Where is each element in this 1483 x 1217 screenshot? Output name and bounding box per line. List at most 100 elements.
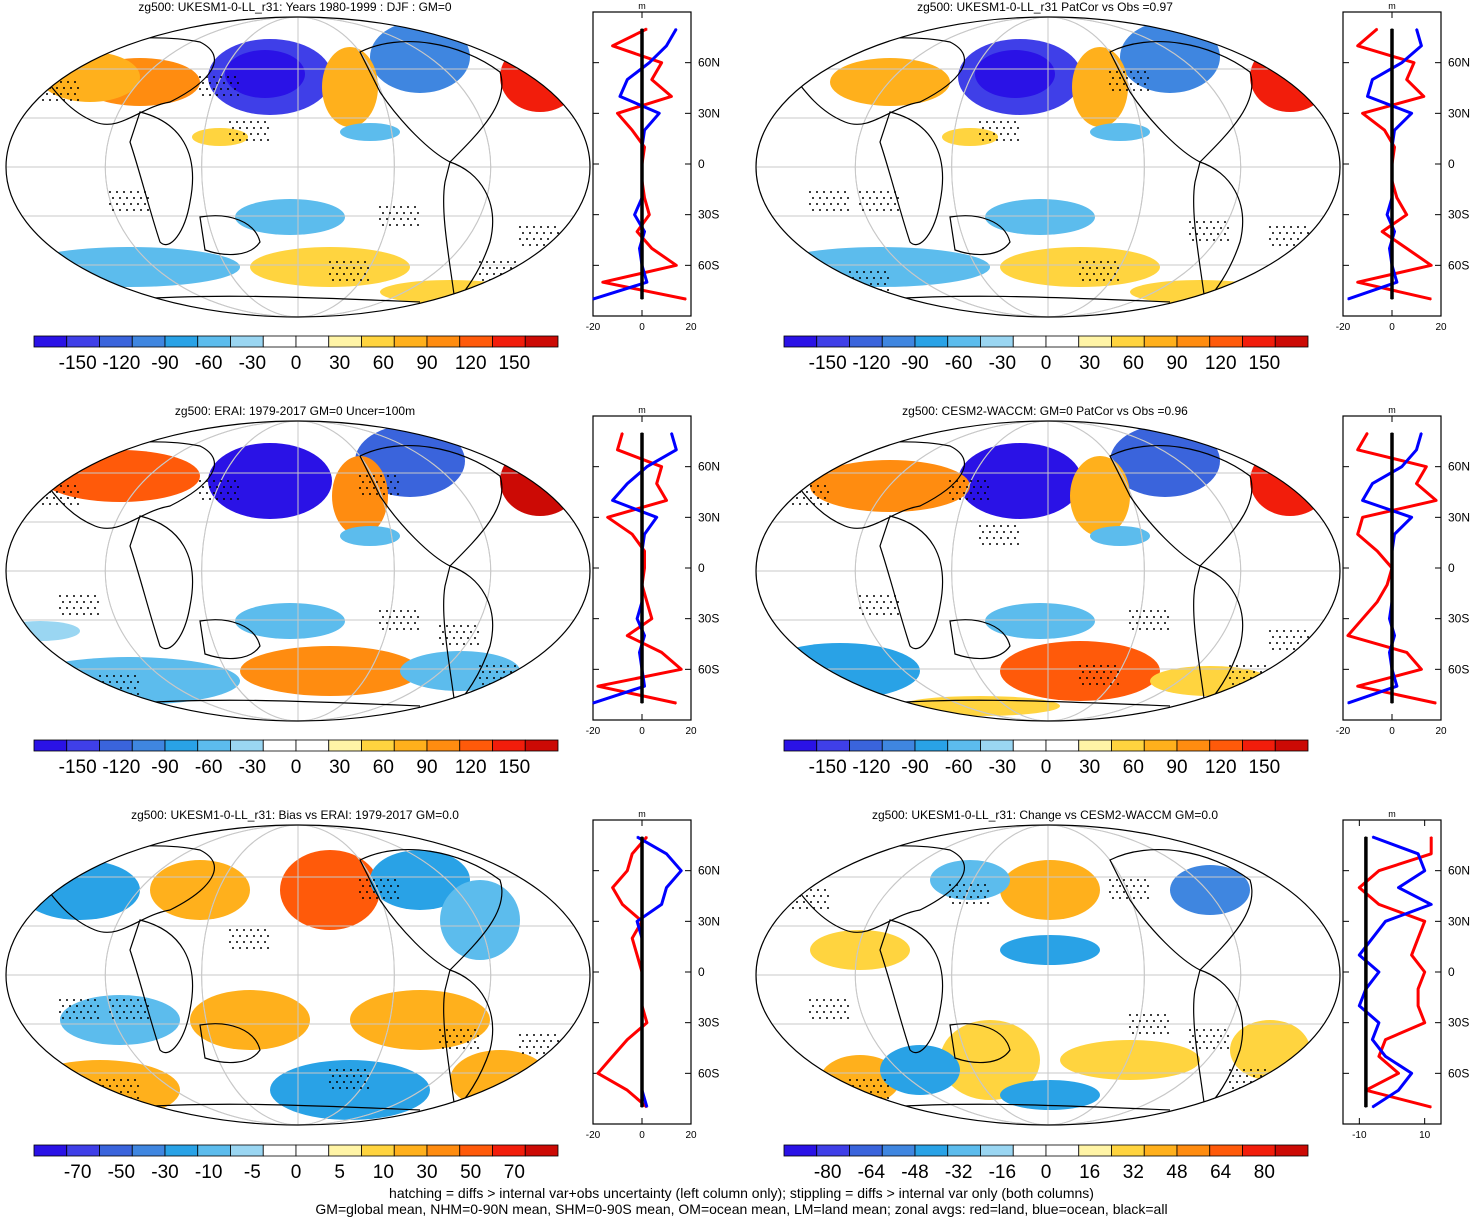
colorbar-swatch: [1209, 1144, 1243, 1157]
stipple-dot: [1150, 622, 1152, 624]
profile-point-ocean: [1401, 62, 1403, 64]
stipple-dot: [816, 203, 818, 205]
stipple-dot: [1260, 1075, 1262, 1077]
profile-point-land: [1357, 281, 1359, 283]
stipple-dot: [329, 1069, 331, 1071]
stipple-dot: [1116, 891, 1118, 893]
stipple-dot: [243, 941, 245, 943]
stipple-dot: [1206, 1047, 1208, 1049]
panel-6: zg500: UKESM1-0-LL_r31: Change vs CESM2-…: [750, 800, 1483, 1190]
stipple-dot: [809, 191, 811, 193]
stipple-dot: [382, 212, 384, 214]
colorbar-label: 60: [373, 757, 394, 778]
stipple-dot: [984, 896, 986, 898]
colorbar-swatch: [1111, 739, 1145, 752]
stipple-dot: [403, 628, 405, 630]
profile-point-ocean: [1393, 230, 1396, 233]
stipple-dot: [373, 487, 375, 489]
profile-point-all: [641, 853, 643, 855]
stipple-dot: [220, 88, 222, 90]
stipple-dot: [529, 1052, 531, 1054]
stipple-dot: [870, 1091, 872, 1093]
stipple-dot: [400, 206, 402, 208]
profile-point-land: [1357, 45, 1359, 47]
stipple-dot: [367, 279, 369, 281]
stipple-dot: [353, 267, 355, 269]
profile-point-ocean: [643, 685, 646, 687]
colorbar-label: -60: [945, 353, 972, 374]
stipple-dot: [387, 487, 389, 489]
profile-point-ocean: [1420, 432, 1422, 434]
stipple-dot: [332, 279, 334, 281]
stipple-dot: [812, 1017, 814, 1019]
stipple-dot: [1146, 616, 1148, 618]
stipple-dot: [514, 677, 516, 679]
stipple-dot: [1297, 630, 1299, 632]
stipple-dot: [859, 595, 861, 597]
profile-point-land: [1435, 499, 1437, 502]
profile-point-all: [1365, 1072, 1367, 1074]
stipple-dot: [1229, 1081, 1231, 1083]
stipple-dot: [134, 1091, 136, 1093]
stipple-dot: [890, 209, 892, 211]
stipple-dot: [59, 1011, 61, 1013]
stipple-dot: [113, 1079, 115, 1081]
stipple-dot: [390, 885, 392, 887]
stipple-dot: [1133, 89, 1135, 91]
stipple-dot: [803, 497, 805, 499]
stipple-dot: [236, 929, 238, 931]
stipple-dot: [866, 289, 868, 291]
stipple-dot: [540, 226, 542, 228]
stipple-dot: [343, 1069, 345, 1071]
stipple-dot: [336, 273, 338, 275]
stipple-dot: [486, 677, 488, 679]
profile-point-ocean: [646, 281, 648, 283]
stipple-dot: [229, 133, 231, 135]
stipple-dot: [223, 94, 225, 96]
stipple-dot: [120, 675, 122, 677]
colorbar-swatch: [295, 739, 330, 752]
coastline: [949, 215, 1011, 256]
stipple-dot: [250, 121, 252, 123]
stipple-dot: [62, 1017, 64, 1019]
footer-line-2: GM=global mean, NHM=0-90N mean, SHM=0-90…: [315, 1201, 1168, 1217]
stipple-dot: [1086, 261, 1088, 263]
stipple-dot: [1110, 279, 1112, 281]
profile-point-all: [1365, 1022, 1367, 1024]
stipple-dot: [116, 693, 118, 695]
stipple-dot: [1160, 616, 1162, 618]
profile-point-land: [651, 247, 653, 250]
stipple-dot: [1243, 1081, 1245, 1083]
stipple-dot: [827, 907, 829, 909]
stipple-dot: [1286, 244, 1288, 246]
stipple-dot: [1232, 683, 1234, 685]
colorbar-swatch: [1078, 1144, 1112, 1157]
stipple-dot: [894, 607, 896, 609]
stipple-dot: [477, 643, 479, 645]
profile-point-ocean: [1424, 870, 1426, 872]
profile-unit: m: [638, 809, 646, 819]
coastline: [443, 565, 494, 708]
profile-point-land: [1406, 214, 1408, 216]
stipple-dot: [133, 209, 135, 211]
stipple-dot: [803, 485, 805, 487]
stipple-dot: [234, 492, 236, 494]
coastline: [199, 1023, 261, 1064]
colorbar-label: -60: [195, 353, 222, 374]
stipple-dot: [1003, 531, 1005, 533]
stipple-dot: [357, 261, 359, 263]
profile-point-land: [1393, 146, 1396, 148]
stipple-dot: [859, 1085, 861, 1087]
stipple-dot: [813, 895, 815, 897]
stipple-dot: [383, 481, 385, 483]
profile-point-all: [1391, 601, 1393, 603]
profile-lat-label: 30S: [1448, 612, 1469, 626]
stipple-dot: [257, 121, 259, 123]
stipple-dot: [489, 267, 491, 269]
stipple-dot: [1144, 891, 1146, 893]
stipple-dot: [543, 232, 545, 234]
colorbar-swatch: [131, 1144, 166, 1157]
stipple-dot: [257, 929, 259, 931]
stipple-dot: [1203, 1029, 1205, 1031]
stipple-dot: [987, 486, 989, 488]
